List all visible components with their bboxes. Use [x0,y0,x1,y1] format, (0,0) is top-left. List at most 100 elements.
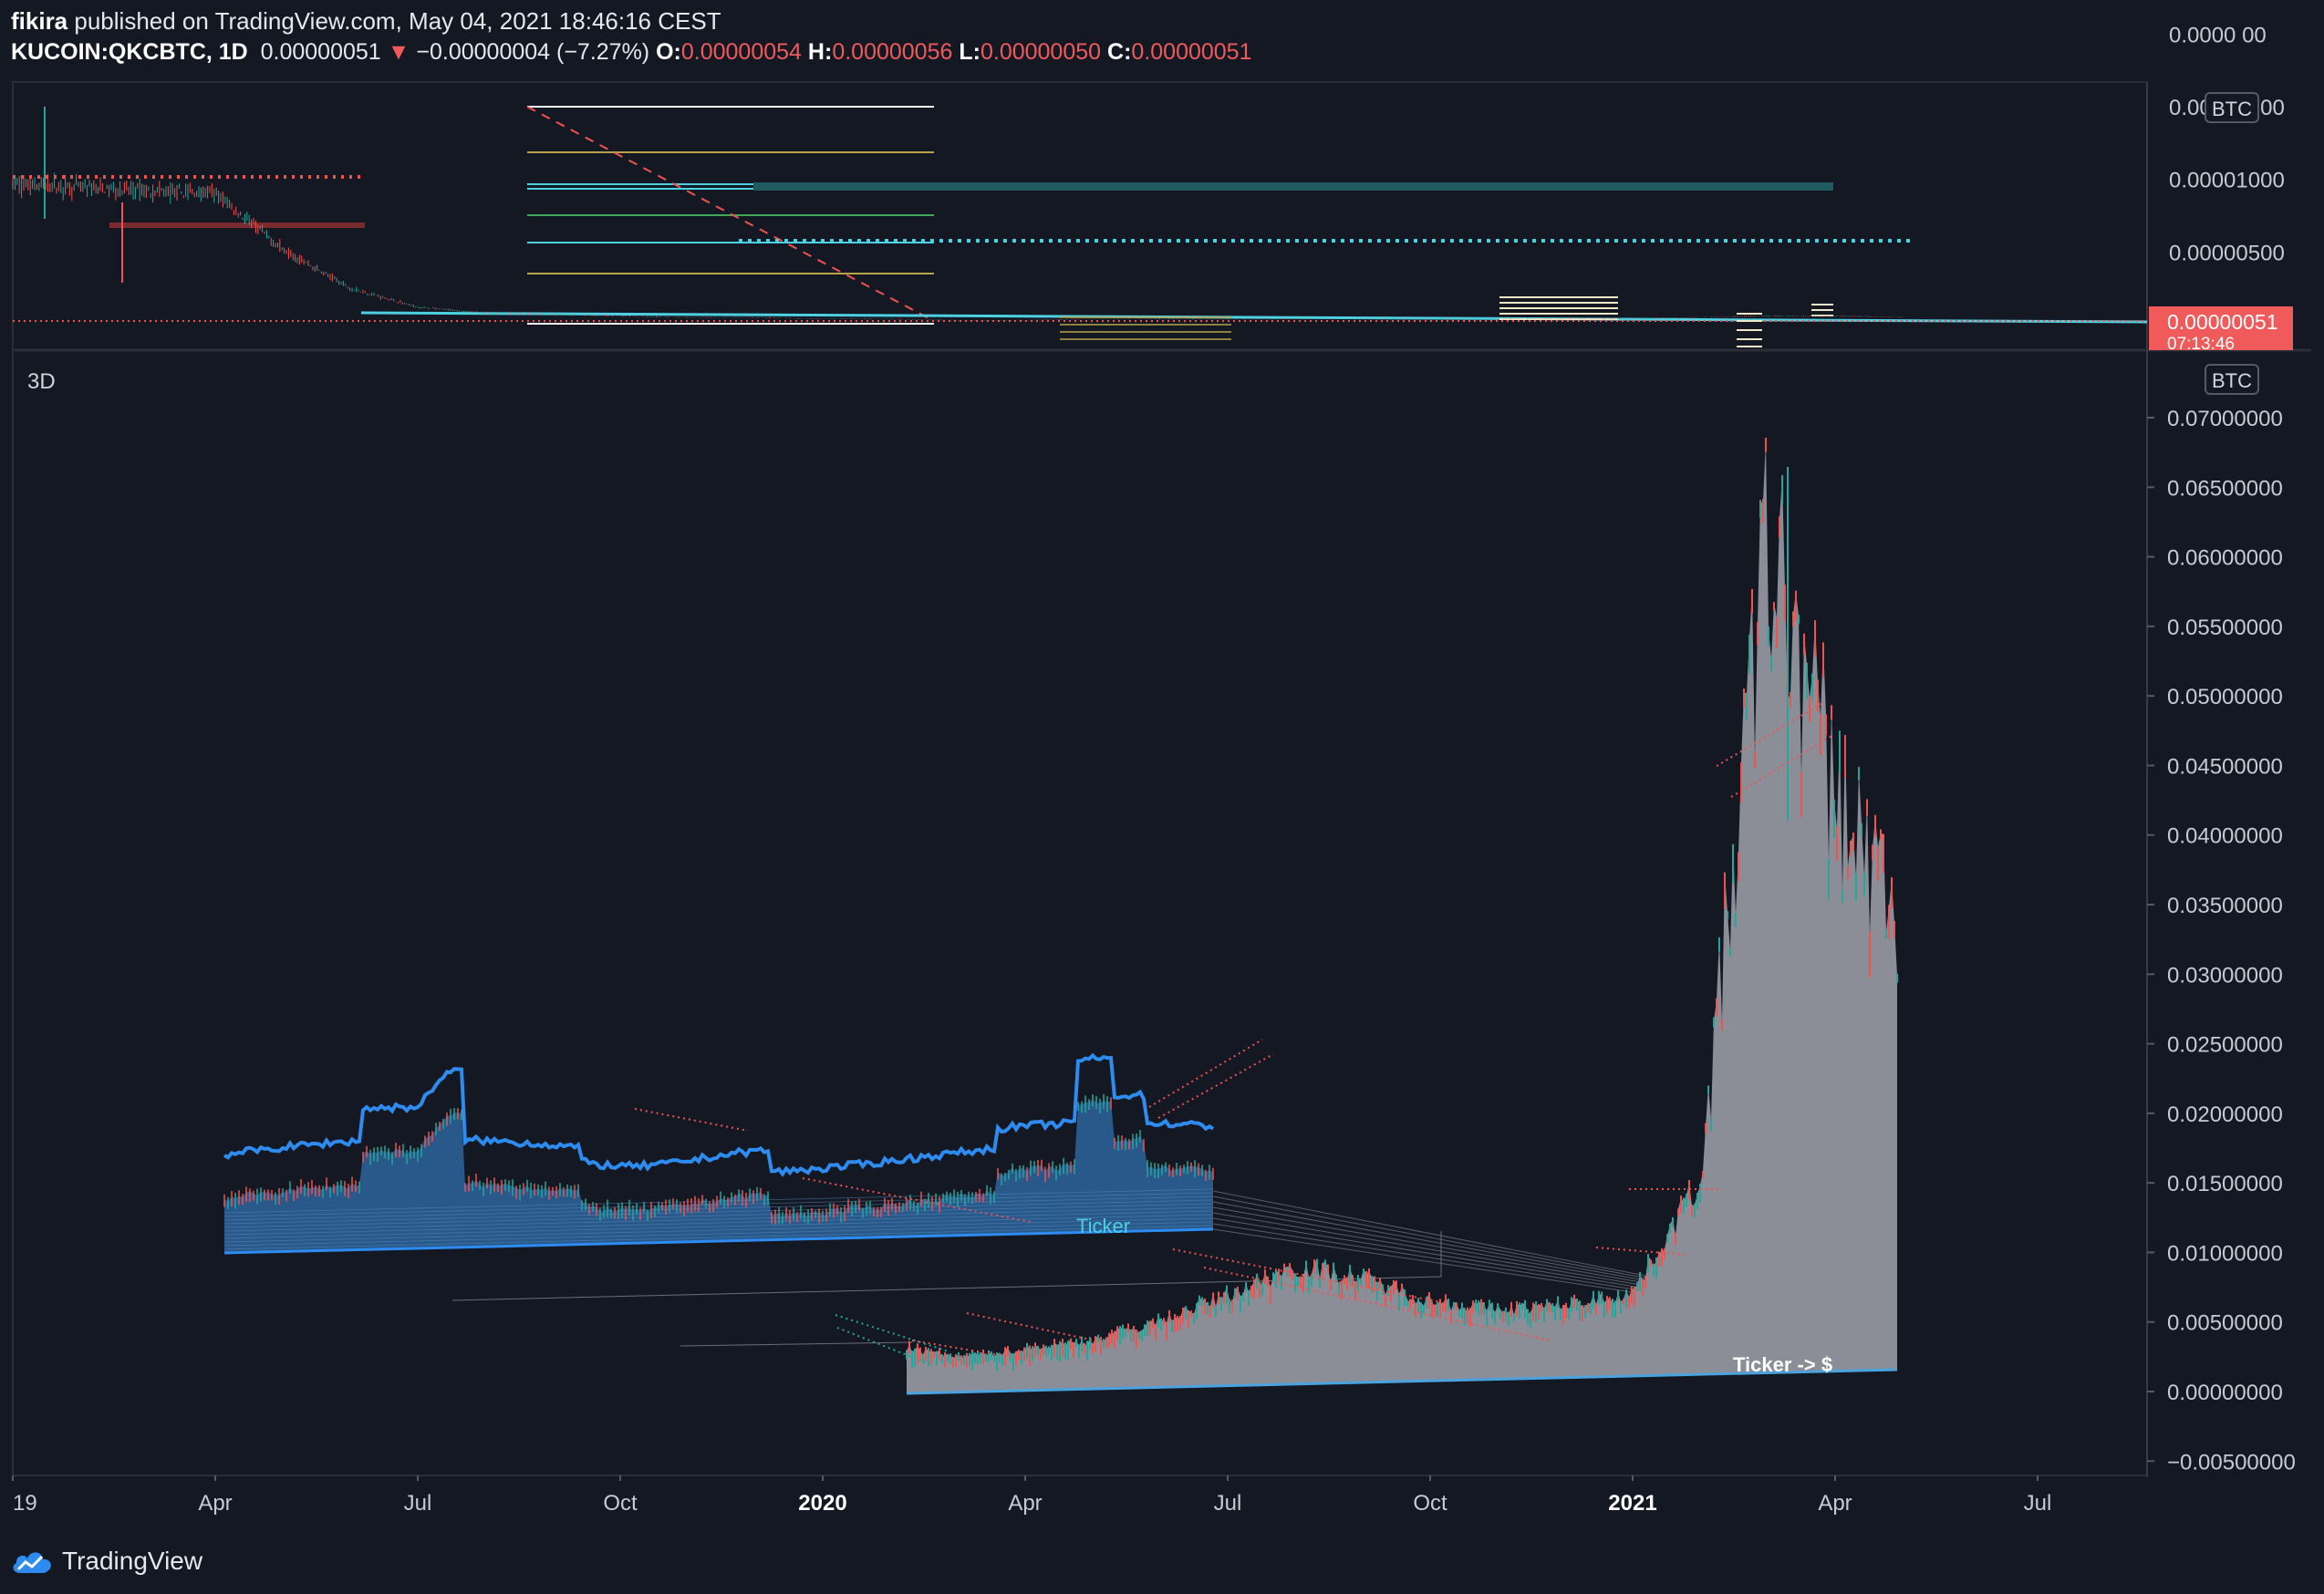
dotted-annotation-line[interactable] [966,1312,1095,1341]
main-price-scale[interactable]: 0.07000000 0.06500000 0.06000000 0.05500000… [2147,364,2296,1475]
low-label: L: [959,39,980,65]
countdown-timer: 07:13:46 [2167,335,2235,354]
dotted-annotation-line[interactable] [1157,1053,1274,1119]
main-price-tick: −0.00500000 [2167,1450,2296,1475]
main-pane[interactable] [223,438,1898,1395]
open-value: 0.00000054 [680,39,802,65]
main-currency-text: BTC [2212,369,2252,392]
top-price-tick: 0.00000500 [2169,241,2285,265]
area-base-line [906,1368,1898,1395]
ribbon-depth-line [223,1196,1214,1221]
blue-3d-ribbon[interactable] [223,1052,1215,1255]
top-price-tick: 0.0000 00 [2169,23,2267,47]
ribbon-base-line [223,1227,1214,1255]
open-label: O: [656,39,681,65]
main-price-tick: 0.03000000 [2167,963,2283,988]
time-tick-label: Oct [603,1491,638,1516]
main-price-tick: 0.02500000 [2167,1033,2283,1058]
area-fill [907,441,1897,1393]
ribbon-depth-line [223,1225,1214,1250]
main-price-tick: 0.01000000 [2167,1241,2283,1266]
time-tick-label: Oct [1413,1491,1447,1516]
dotted-annotation-line[interactable] [1730,734,1834,798]
time-tick-label: Jul [1214,1491,1242,1516]
tradingview-footer[interactable]: TradingView [11,1541,202,1581]
main-price-tick: 0.00500000 [2167,1311,2283,1336]
time-tick-label: Jul [2024,1491,2052,1516]
ribbon-depth-line [223,1192,1214,1217]
target-zone[interactable] [753,182,1833,191]
ribbon-depth-line [223,1214,1214,1239]
dotted-annotation-line[interactable] [1716,701,1825,767]
high-value: 0.00000056 [832,39,953,65]
ribbon-depth-line [223,1203,1214,1228]
main-price-tick: 0.05000000 [2167,685,2283,709]
perspective-line [1212,1196,1707,1290]
time-tick-label: Apr [198,1491,232,1516]
high-label: H: [807,39,833,65]
grey-area-surface[interactable] [906,438,1898,1395]
main-price-tick: 0.00000000 [2167,1381,2283,1405]
ribbon-depth-line [223,1206,1214,1232]
ribbon-top-line [223,1052,1215,1177]
tradingview-brand[interactable]: TradingView [62,1547,203,1575]
price-change: −0.00000004 (−7.27%) [416,39,650,65]
annotation-ticker[interactable]: Ticker [1076,1215,1130,1237]
perspective-line [680,1341,913,1347]
last-price-value: 0.00000051 [2167,310,2278,334]
trend-line[interactable] [526,106,935,322]
main-price-tick: 0.01500000 [2167,1172,2283,1196]
ribbon-depth-line [223,1210,1214,1236]
time-tick-label: 2021 [1608,1491,1656,1516]
top-price-tick: 0.00001000 [2169,169,2285,193]
ribbon-depth-line [223,1221,1214,1247]
time-tick-label: 19 [13,1491,37,1516]
dotted-annotation-line[interactable] [802,1177,1032,1223]
last-price: 0.00000051 [260,39,381,65]
author-name[interactable]: fikira [11,7,68,35]
dotted-annotation-line[interactable] [836,1327,931,1365]
annotation-ticker-dollar[interactable]: Ticker -> $ [1733,1353,1832,1376]
close-value: 0.00000051 [1131,39,1252,65]
top-currency-text: BTC [2212,98,2252,120]
time-tick-label: Jul [404,1491,432,1516]
main-price-tick: 0.05500000 [2167,616,2283,640]
dotted-annotation-line[interactable] [1148,1039,1263,1108]
dotted-annotation-line[interactable] [634,1108,749,1132]
pane-label: 3D [27,369,56,394]
ribbon-depth-line [223,1188,1214,1214]
main-price-tick: 0.03500000 [2167,894,2283,918]
time-tick-label: Apr [1008,1491,1042,1516]
main-price-tick: 0.06500000 [2167,476,2283,501]
ribbon-depth-line [223,1199,1214,1225]
publish-line: fikira published on TradingView.com, May… [11,5,2309,36]
publish-info: published on TradingView.com, May 04, 20… [74,7,721,35]
close-label: C: [1107,39,1132,65]
main-price-tick: 0.04000000 [2167,824,2283,849]
main-price-tick: 0.04500000 [2167,754,2283,779]
ohlc-legend: KUCOIN:QKCBTC, 1D 0.00000051 ▼ −0.000000… [11,36,2309,67]
time-scale[interactable]: 19 Apr Jul Oct 2020 Apr Jul Oct 2021 Apr Jul [12,1475,2052,1516]
main-price-tick: 0.06000000 [2167,546,2283,571]
perspective-line [1212,1201,1716,1294]
main-price-tick: 0.02000000 [2167,1102,2283,1127]
dotted-annotation-line[interactable] [911,1340,1022,1360]
dotted-annotation-line[interactable] [835,1314,949,1352]
down-arrow-icon: ▼ [387,39,410,65]
chart-header: fikira published on TradingView.com, May… [11,5,2309,67]
top-pane[interactable] [12,106,2148,347]
top-currency-tag[interactable]: BTC [2205,92,2259,123]
time-tick-label: Apr [1818,1491,1852,1516]
low-value: 0.00000050 [980,39,1102,65]
tradingview-cloud-icon [13,1552,51,1573]
main-price-tick: 0.07000000 [2167,407,2283,431]
symbol-label[interactable]: KUCOIN:QKCBTC, 1D [11,39,248,65]
dotted-annotation-line[interactable] [1172,1248,1442,1303]
main-currency-tag[interactable]: BTC [2205,364,2259,395]
base-support-line[interactable] [360,311,2148,324]
perspective-line [1212,1190,1697,1287]
ribbon-depth-line [223,1217,1214,1243]
